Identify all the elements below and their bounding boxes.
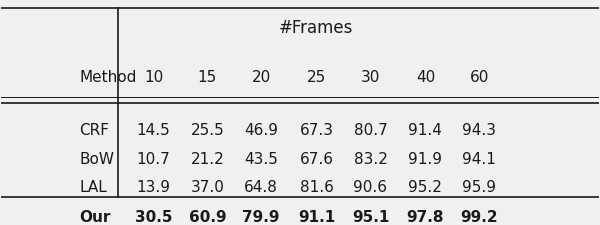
Text: Our: Our <box>79 210 110 225</box>
Text: 60: 60 <box>469 70 489 85</box>
Text: 20: 20 <box>251 70 271 85</box>
Text: CRF: CRF <box>79 123 109 138</box>
Text: 67.3: 67.3 <box>300 123 334 138</box>
Text: 37.0: 37.0 <box>190 180 224 195</box>
Text: BoW: BoW <box>79 151 114 166</box>
Text: #Frames: #Frames <box>279 19 353 37</box>
Text: 80.7: 80.7 <box>353 123 388 138</box>
Text: 99.2: 99.2 <box>460 210 498 225</box>
Text: 40: 40 <box>416 70 435 85</box>
Text: 94.3: 94.3 <box>462 123 496 138</box>
Text: 67.6: 67.6 <box>300 151 334 166</box>
Text: 95.9: 95.9 <box>462 180 496 195</box>
Text: 21.2: 21.2 <box>191 151 224 166</box>
Text: 79.9: 79.9 <box>242 210 280 225</box>
Text: 91.9: 91.9 <box>409 151 442 166</box>
Text: 90.6: 90.6 <box>353 180 388 195</box>
Text: LAL: LAL <box>79 180 107 195</box>
Text: 81.6: 81.6 <box>300 180 334 195</box>
Text: 25.5: 25.5 <box>191 123 224 138</box>
Text: 30.5: 30.5 <box>135 210 172 225</box>
Text: 94.1: 94.1 <box>462 151 496 166</box>
Text: 10.7: 10.7 <box>137 151 170 166</box>
Text: 64.8: 64.8 <box>244 180 278 195</box>
Text: 60.9: 60.9 <box>188 210 226 225</box>
Text: 30: 30 <box>361 70 380 85</box>
Text: 10: 10 <box>144 70 163 85</box>
Text: 95.2: 95.2 <box>409 180 442 195</box>
Text: 15: 15 <box>198 70 217 85</box>
Text: 83.2: 83.2 <box>353 151 388 166</box>
Text: 97.8: 97.8 <box>407 210 444 225</box>
Text: Method: Method <box>79 70 136 85</box>
Text: 13.9: 13.9 <box>137 180 170 195</box>
Text: 95.1: 95.1 <box>352 210 389 225</box>
Text: 46.9: 46.9 <box>244 123 278 138</box>
Text: 25: 25 <box>307 70 326 85</box>
Text: 43.5: 43.5 <box>244 151 278 166</box>
Text: 91.4: 91.4 <box>409 123 442 138</box>
Text: 14.5: 14.5 <box>137 123 170 138</box>
Text: 91.1: 91.1 <box>298 210 335 225</box>
